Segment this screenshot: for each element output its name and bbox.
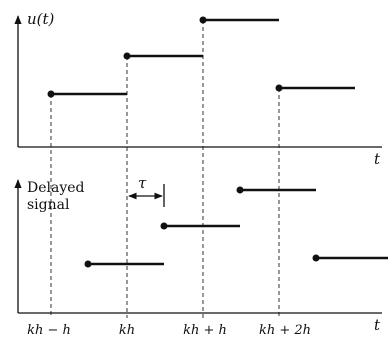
- bottom-y-label-line2: signal: [27, 197, 70, 213]
- tick-kh: kh: [119, 323, 135, 338]
- top-sample-dot-1: [47, 90, 55, 98]
- top-sample-dots: [47, 16, 283, 98]
- tick-kh-plus-2h: kh + 2h: [259, 323, 311, 338]
- tick-kh-minus-h: kh − h: [27, 323, 71, 338]
- top-steps: [51, 18, 355, 96]
- bottom-sample-dot-3: [236, 186, 244, 194]
- top-sample-dot-2: [123, 52, 131, 60]
- top-plot: u(t) t: [14, 10, 382, 168]
- delay-symbol: τ: [138, 174, 147, 192]
- bottom-x-label: t: [374, 316, 381, 334]
- bottom-sample-dot-2: [160, 222, 168, 230]
- top-y-label: u(t): [27, 10, 55, 28]
- time-tick-labels: kh − h kh kh + h kh + 2h: [27, 323, 311, 338]
- top-sample-dot-3: [199, 16, 207, 24]
- top-sample-dot-4: [275, 84, 283, 92]
- bottom-sample-dots: [84, 186, 320, 268]
- top-x-label: t: [374, 150, 381, 168]
- bottom-y-label-line1: Delayed: [27, 180, 85, 196]
- bottom-plot: Delayed signal t τ: [14, 174, 388, 334]
- bottom-sample-dot-1: [84, 260, 92, 268]
- bottom-steps: [88, 188, 388, 266]
- sampling-guides: [50, 20, 280, 318]
- delay-indicator: τ: [128, 174, 165, 207]
- tick-kh-plus-h: kh + h: [183, 323, 227, 338]
- bottom-sample-dot-4: [312, 254, 320, 262]
